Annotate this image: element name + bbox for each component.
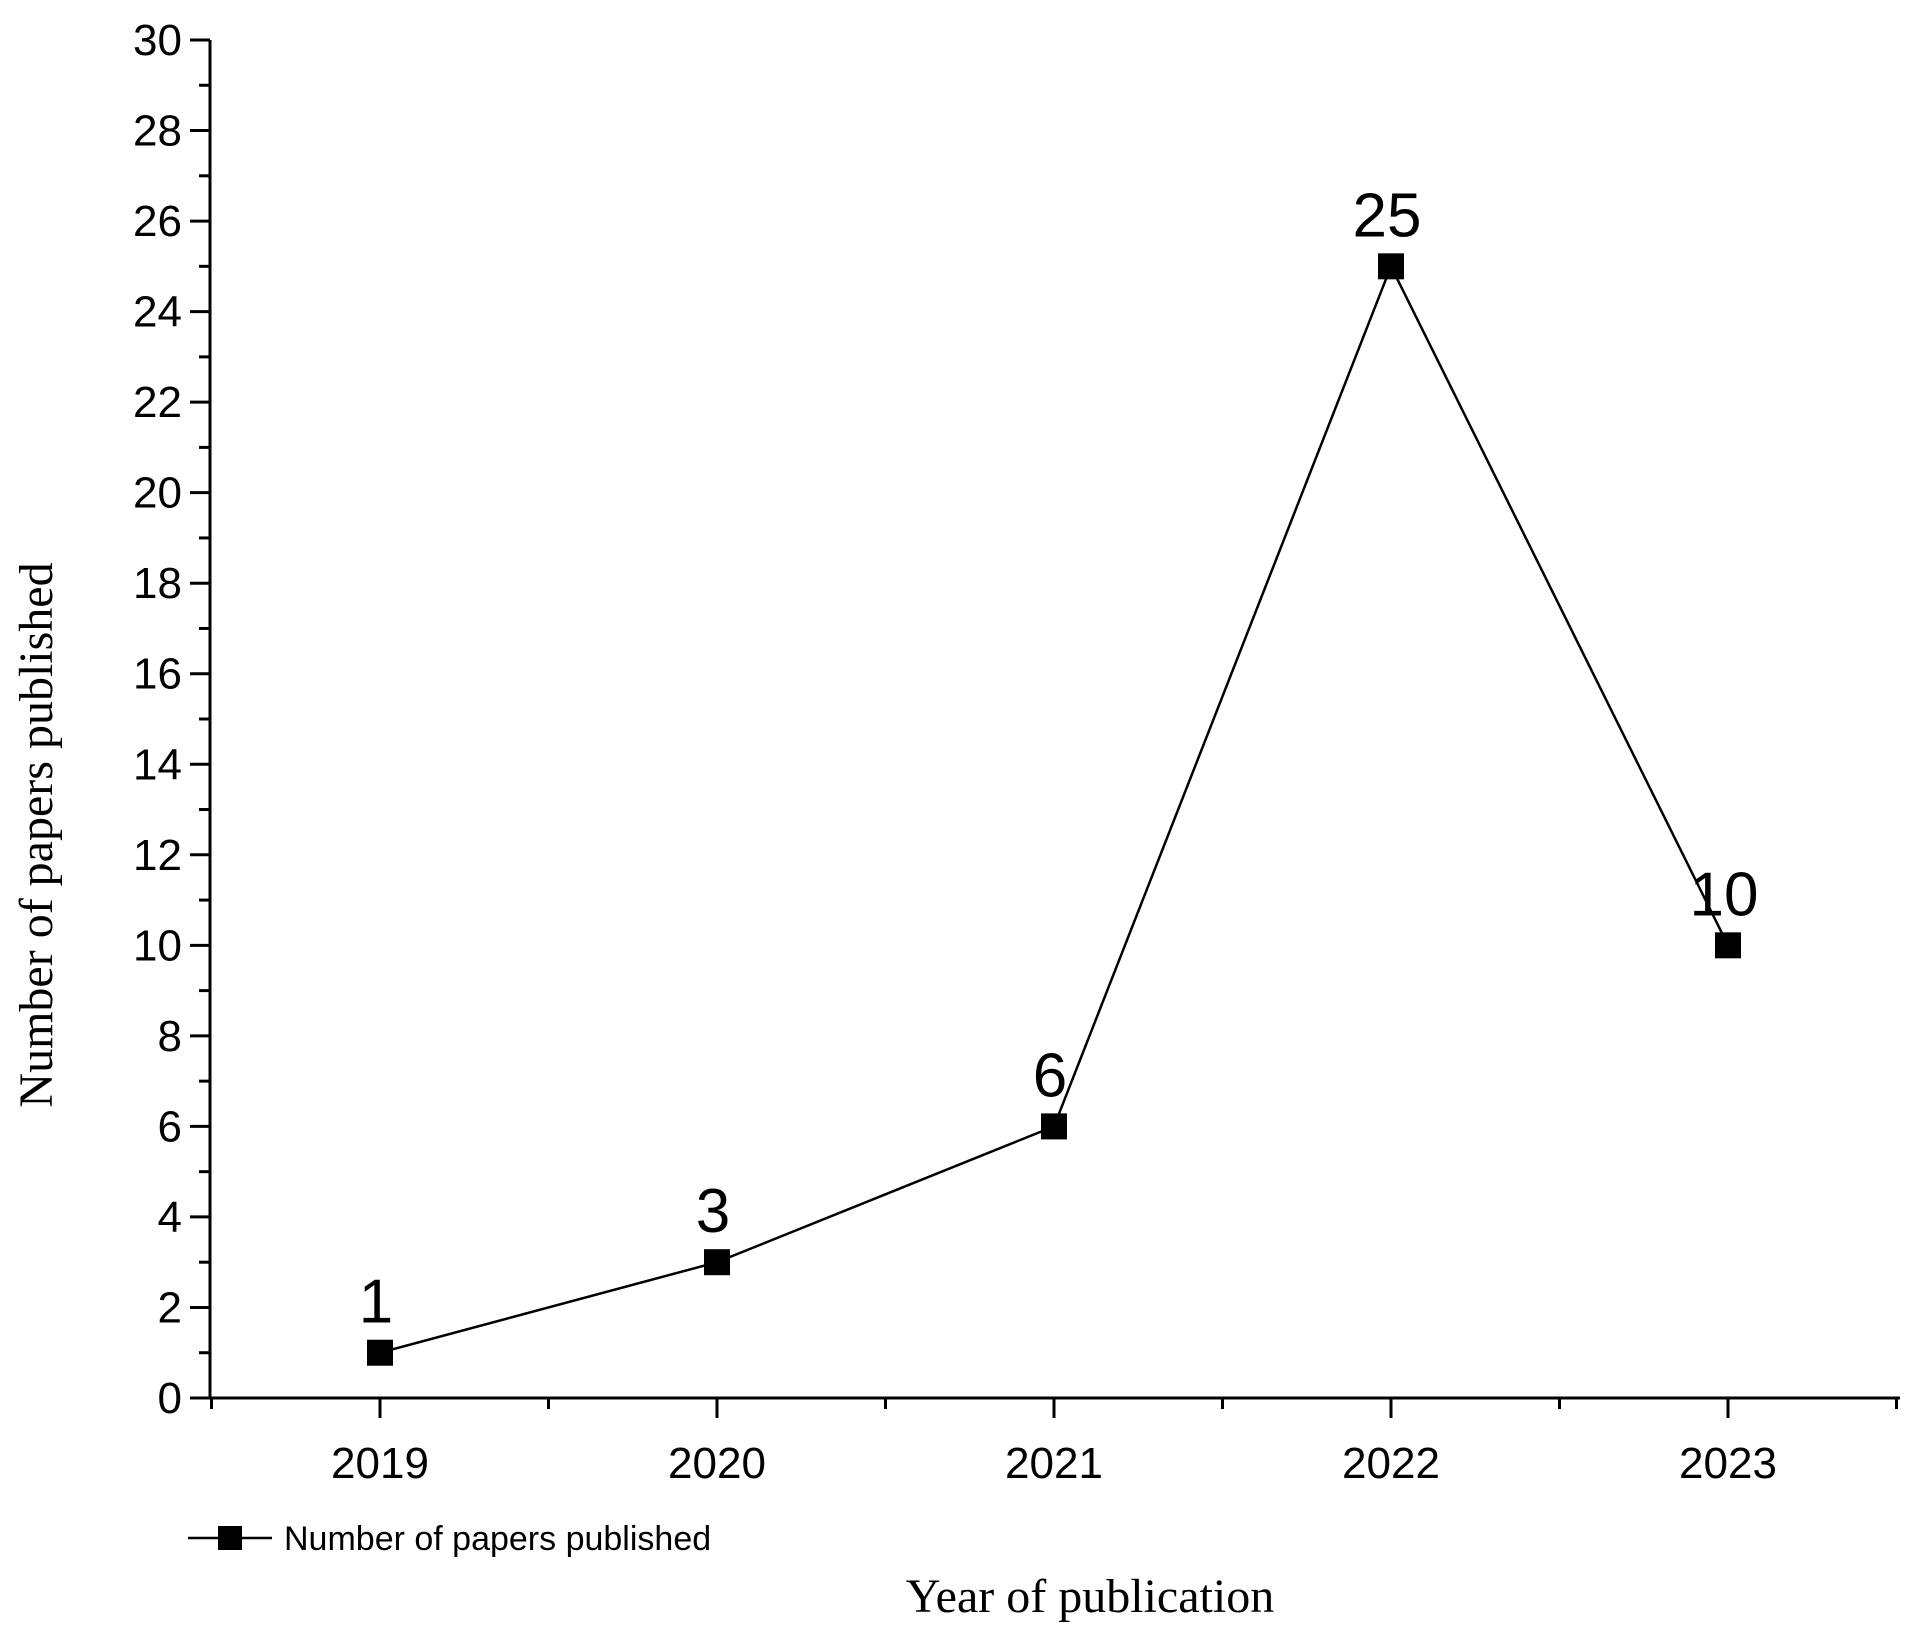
x-tick-label: 2022 <box>1342 1439 1440 1488</box>
legend: Number of papers published <box>188 1520 711 1558</box>
series-line <box>379 263 1730 1354</box>
series-layer <box>367 253 1741 1366</box>
x-axis-title: Year of publication <box>906 1570 1274 1623</box>
y-tick-label: 30 <box>133 16 182 65</box>
data-point-marker <box>367 1339 393 1366</box>
x-tick-label: 2021 <box>1005 1439 1103 1488</box>
data-labels-layer: 1 3 6 25 10 <box>359 181 1759 1336</box>
y-tick-label: 14 <box>133 740 182 789</box>
data-point-marker <box>704 1249 730 1276</box>
y-tick-label: 10 <box>133 921 182 970</box>
y-tick-label: 8 <box>158 1012 182 1061</box>
x-tick-label: 2020 <box>668 1439 766 1488</box>
y-tick-label: 20 <box>133 469 182 518</box>
x-tick-label: 2023 <box>1679 1439 1777 1488</box>
legend-label: Number of papers published <box>284 1520 711 1558</box>
data-label: 3 <box>696 1177 730 1246</box>
y-tick-label: 12 <box>133 831 182 880</box>
y-tick-label: 4 <box>158 1193 182 1242</box>
y-axis-title: Number of papers published <box>10 562 63 1107</box>
y-tick-label: 24 <box>133 288 182 337</box>
y-tick-label: 2 <box>158 1283 182 1332</box>
data-label: 25 <box>1353 181 1422 250</box>
axes <box>208 40 1900 1400</box>
y-tick-label: 28 <box>133 107 182 156</box>
y-tick-label: 18 <box>133 559 182 608</box>
legend-marker <box>218 1526 242 1550</box>
x-tick-label: 2019 <box>331 1439 429 1488</box>
y-tick-label: 0 <box>158 1374 182 1423</box>
x-axis-ticks: 2019 2020 2021 2022 2023 <box>210 1398 1898 1488</box>
data-point-marker <box>1715 932 1741 959</box>
y-tick-label: 26 <box>133 197 182 246</box>
y-tick-label: 6 <box>158 1102 182 1151</box>
data-label: 6 <box>1033 1041 1067 1110</box>
data-point-marker <box>1041 1113 1067 1140</box>
data-point-marker <box>1378 253 1404 280</box>
data-label: 10 <box>1690 860 1759 929</box>
y-tick-label: 22 <box>133 378 182 427</box>
data-label: 1 <box>359 1268 393 1337</box>
y-tick-label: 16 <box>133 650 182 699</box>
